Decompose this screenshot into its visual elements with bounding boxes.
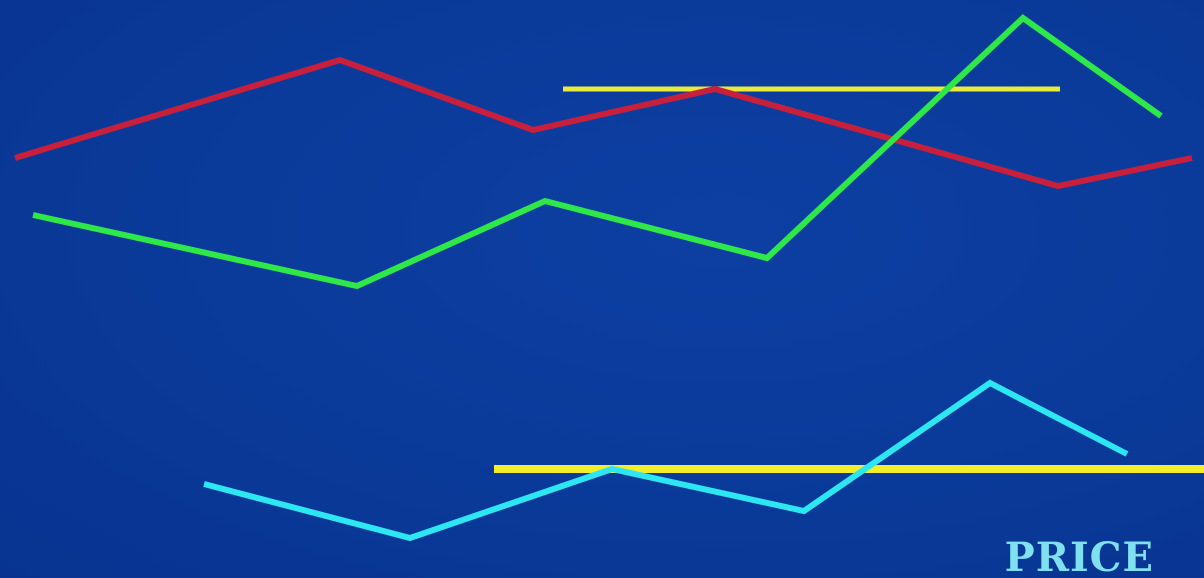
price-label: PRICE [1004, 534, 1154, 578]
series-line-1 [14, 56, 1193, 190]
series-line-2 [32, 14, 1163, 290]
series-line-3 [203, 379, 1129, 542]
